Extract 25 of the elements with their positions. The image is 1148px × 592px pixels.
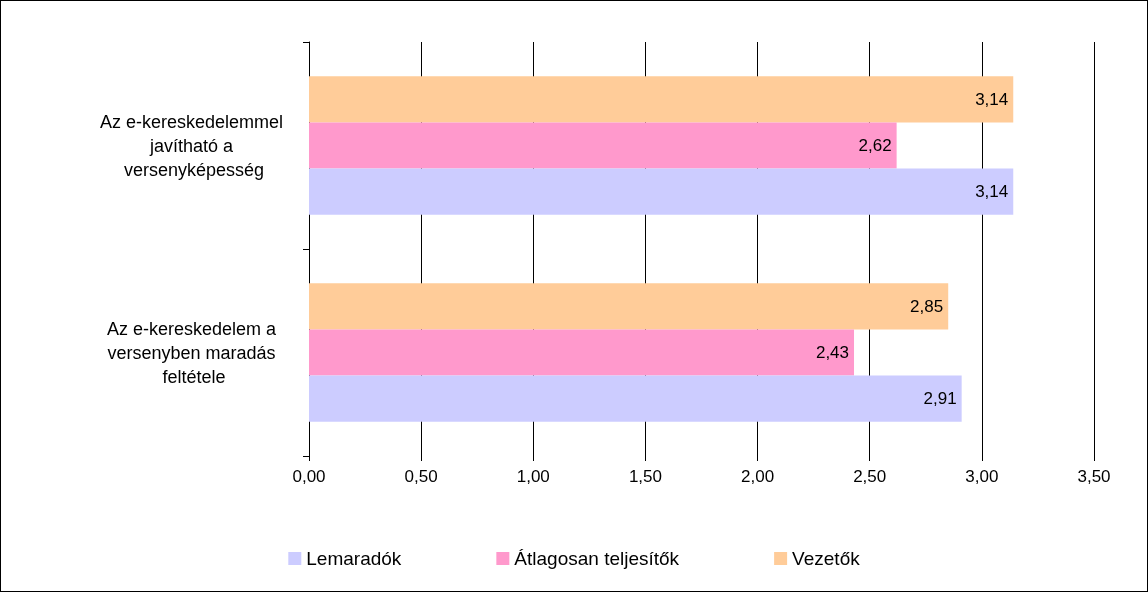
bar: [309, 329, 855, 376]
bar: [309, 283, 949, 330]
bar: [309, 168, 1014, 215]
y-tick-label: Az e-kereskedelem a versenyben maradás feltétele: [106, 318, 282, 387]
data-label: 2,91: [923, 389, 957, 409]
data-label: 3,14: [975, 89, 1009, 109]
data-label: 2,43: [815, 343, 850, 362]
x-tick-label: 1,00: [516, 467, 550, 486]
bar: [309, 122, 897, 169]
legend-label: Vezetők: [792, 548, 861, 569]
legend-label: Átlagosan teljesítők: [514, 548, 680, 569]
x-tick-label: 0,50: [404, 467, 438, 486]
x-tick-label: 2,00: [741, 467, 775, 486]
legend-label: Lemaradók: [306, 548, 402, 569]
y-tick-label: Az e-kereskedelemmel javítható a versenyképesség: [99, 111, 289, 180]
x-tick-label: 0,00: [292, 467, 326, 486]
x-tick-label: 3,00: [965, 467, 999, 486]
x-tick-label: 3,50: [1077, 467, 1111, 486]
data-label: 2,85: [910, 296, 944, 316]
data-label: 2,62: [858, 136, 892, 155]
bar: [309, 76, 1014, 123]
x-tick-label: 2,50: [853, 467, 887, 486]
data-label: 3,14: [975, 182, 1009, 202]
bar: [309, 375, 962, 422]
x-tick-label: 1,50: [628, 467, 662, 486]
